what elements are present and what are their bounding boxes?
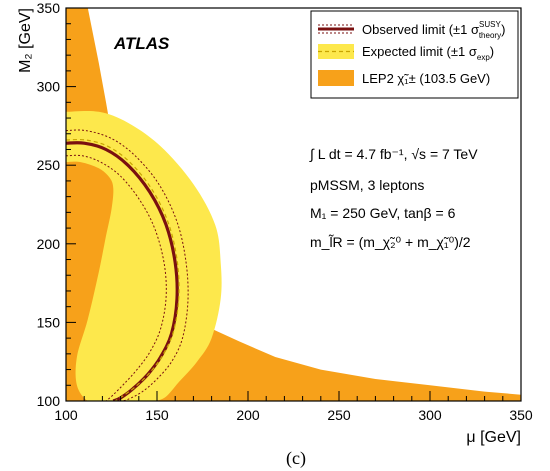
annotation-luminosity: ∫ L dt = 4.7 fb⁻¹, √s = 7 TeV — [309, 146, 478, 162]
observed-limit-minus-1sigma — [66, 129, 189, 401]
plot-frame — [65, 7, 522, 402]
y-tick-label: 200 — [37, 236, 61, 252]
x-tick-label: 100 — [54, 407, 78, 423]
experiment-label: ATLAS — [113, 34, 170, 53]
plot-regions — [66, 8, 521, 401]
legend-observed-label: Observed limit (±1 σSUSY theory) — [362, 20, 505, 40]
legend: Observed limit (±1 σSUSY theory) Expected… — [310, 10, 519, 99]
annotation-slepton-mass: m_l̃R = (m_χ̃₂⁰ + m_χ̃₁⁰)/2 — [310, 233, 471, 250]
observed-limit-plus-1sigma — [66, 154, 167, 401]
annotation-model: pMSSM, 3 leptons — [310, 177, 424, 193]
y-tick-label: 350 — [37, 0, 61, 16]
x-tick-label: 350 — [509, 407, 533, 423]
y-tick-label: 250 — [37, 157, 61, 173]
legend-lep2-swatch — [318, 70, 354, 86]
y-tick-label: 150 — [37, 314, 61, 330]
x-axis-label: μ [GeV] — [466, 429, 521, 446]
x-tick-label: 150 — [145, 407, 169, 423]
x-axis-ticks: 100 150 200 250 300 350 — [54, 391, 533, 423]
legend-expected-label: Expected limit (±1 σexp) — [362, 44, 494, 62]
x-tick-label: 300 — [418, 407, 442, 423]
y-tick-label: 100 — [37, 393, 61, 409]
expected-limit-line — [66, 138, 180, 401]
expected-limit-band — [66, 110, 222, 401]
x-tick-label: 250 — [327, 407, 351, 423]
legend-lep2-label: LEP2 χ̃₁± (103.5 GeV) — [362, 71, 490, 86]
y-tick-label: 300 — [37, 79, 61, 95]
y-axis-ticks: 100 150 200 250 300 350 — [37, 0, 76, 409]
annotation-parameters: M₁ = 250 GeV, tanβ = 6 — [310, 205, 456, 221]
observed-limit-line — [66, 141, 179, 401]
x-tick-label: 200 — [236, 407, 260, 423]
panel-label: (c) — [286, 448, 306, 469]
y-axis-label: M₂ [GeV] — [17, 8, 34, 73]
